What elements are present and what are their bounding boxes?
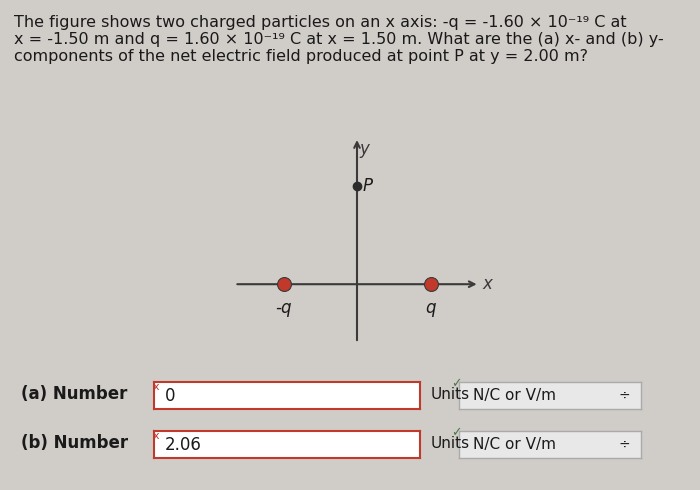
Text: The figure shows two charged particles on an x axis: -q = -1.60 × 10⁻¹⁹ C at
x =: The figure shows two charged particles o… [14, 15, 664, 65]
Text: (b) Number: (b) Number [21, 435, 128, 452]
Text: ✓: ✓ [452, 377, 462, 391]
Text: Units: Units [430, 387, 470, 402]
Text: ✓: ✓ [452, 426, 462, 440]
Text: 0: 0 [164, 387, 175, 405]
Text: N/C or V/m: N/C or V/m [473, 388, 556, 403]
Text: ÷: ÷ [619, 438, 630, 452]
Text: ÷: ÷ [619, 389, 630, 403]
Text: -q: -q [275, 299, 292, 317]
Text: x: x [153, 382, 159, 392]
Text: P: P [363, 177, 373, 195]
Text: 2.06: 2.06 [164, 436, 202, 454]
Text: x: x [482, 275, 492, 293]
Text: x: x [153, 431, 159, 441]
Text: (a) Number: (a) Number [21, 386, 127, 403]
Text: Units: Units [430, 436, 470, 451]
Text: N/C or V/m: N/C or V/m [473, 437, 556, 452]
Text: y: y [360, 140, 370, 158]
Text: q: q [426, 299, 435, 317]
